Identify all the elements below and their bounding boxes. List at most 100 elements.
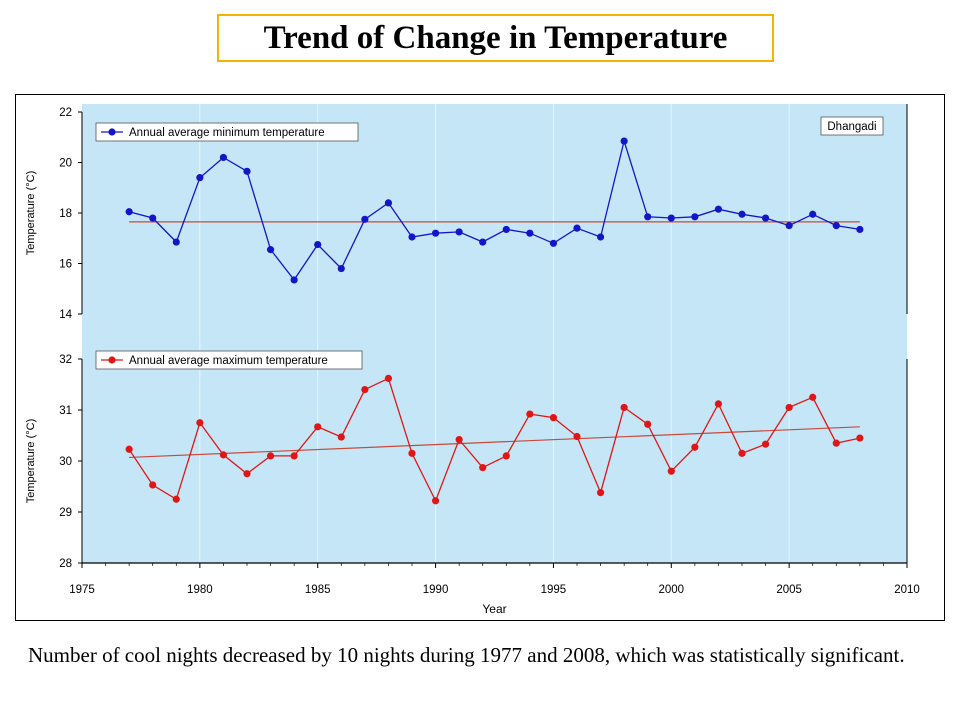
data-point — [573, 224, 581, 232]
data-point — [337, 264, 345, 273]
data-point — [149, 214, 157, 222]
y-tick-label: 14 — [59, 309, 72, 321]
data-point — [691, 213, 699, 221]
data-point — [196, 419, 204, 427]
legend-marker — [108, 128, 116, 136]
data-point — [714, 400, 723, 408]
data-point — [290, 276, 298, 284]
data-point — [785, 222, 793, 230]
data-point — [243, 167, 251, 175]
station-label-box — [820, 116, 884, 136]
series-line — [128, 138, 861, 282]
data-point — [832, 222, 840, 230]
y-tick-label: 32 — [59, 354, 72, 366]
data-point — [761, 440, 770, 448]
data-point — [502, 225, 510, 234]
data-point — [502, 452, 510, 460]
x-axis-label: Year — [482, 602, 506, 616]
data-point — [526, 410, 534, 418]
y-tick-label: 22 — [59, 107, 72, 119]
data-point — [549, 239, 558, 247]
x-tick-label: 1995 — [541, 584, 567, 596]
data-point — [667, 467, 675, 475]
legend-box — [95, 350, 363, 370]
data-point — [526, 229, 534, 237]
data-point — [738, 449, 746, 457]
legend-marker — [108, 356, 116, 364]
x-tick-label: 1975 — [69, 584, 95, 596]
data-point — [809, 210, 817, 218]
data-point — [196, 174, 204, 182]
caption-text: Number of cool nights decreased by 10 ni… — [28, 643, 905, 667]
page-title: Trend of Change in Temperature — [217, 14, 774, 62]
data-point — [644, 420, 652, 428]
y-tick-label: 29 — [59, 507, 72, 519]
data-point — [479, 464, 487, 472]
data-point — [149, 481, 157, 489]
data-point — [785, 403, 793, 412]
x-tick-label: 1985 — [305, 584, 331, 596]
trend-line — [129, 426, 860, 459]
data-point — [384, 199, 393, 207]
y-tick-label: 28 — [59, 558, 72, 570]
data-point — [573, 432, 581, 441]
data-point — [761, 214, 770, 222]
data-point — [361, 386, 369, 394]
data-point — [314, 423, 322, 431]
data-point — [431, 229, 440, 237]
data-point — [172, 238, 180, 246]
data-point — [314, 240, 322, 249]
data-point — [125, 208, 133, 216]
y-tick-label: 31 — [59, 405, 72, 417]
data-point — [644, 213, 652, 221]
y-tick-label: 18 — [59, 208, 72, 220]
data-point — [856, 434, 864, 442]
y-axis-label: Temperature (°C) — [25, 419, 37, 503]
data-point — [384, 374, 393, 382]
data-point — [596, 489, 605, 497]
data-point — [408, 233, 416, 241]
data-point — [667, 214, 675, 222]
data-point — [431, 497, 440, 505]
x-tick-label: 2010 — [894, 584, 920, 596]
data-point — [219, 153, 228, 162]
series-line — [128, 377, 861, 503]
y-tick-label: 16 — [59, 259, 72, 271]
data-point — [832, 439, 840, 447]
data-point — [809, 393, 817, 401]
data-point — [266, 452, 275, 460]
data-point — [856, 225, 864, 234]
y-axis-label: Temperature (°C) — [25, 171, 37, 255]
x-tick-label: 2005 — [776, 584, 802, 596]
x-tick-label: 1990 — [423, 584, 449, 596]
data-point — [408, 449, 416, 457]
data-point — [596, 233, 605, 241]
data-point — [714, 205, 723, 213]
data-point — [290, 452, 298, 460]
data-point — [219, 451, 228, 459]
data-point — [738, 210, 746, 218]
data-point — [691, 443, 699, 451]
data-point — [337, 433, 345, 441]
y-tick-label: 30 — [59, 456, 72, 468]
data-point — [549, 414, 558, 422]
data-point — [266, 246, 275, 254]
legend-label: Annual average minimum temperature — [129, 127, 325, 139]
station-label: Dhangadi — [827, 121, 876, 133]
data-point — [620, 403, 628, 412]
data-point — [243, 470, 251, 478]
x-tick-label: 1980 — [187, 584, 213, 596]
y-tick-label: 20 — [59, 158, 72, 170]
legend-label: Annual average maximum temperature — [129, 355, 328, 367]
data-point — [620, 137, 628, 145]
data-point — [479, 238, 487, 246]
plot-background — [82, 104, 907, 563]
data-point — [125, 445, 133, 453]
data-point — [455, 228, 463, 236]
data-point — [172, 495, 180, 503]
x-tick-label: 2000 — [658, 584, 684, 596]
data-point — [455, 435, 463, 444]
data-point — [361, 215, 369, 223]
legend-box — [95, 122, 359, 142]
